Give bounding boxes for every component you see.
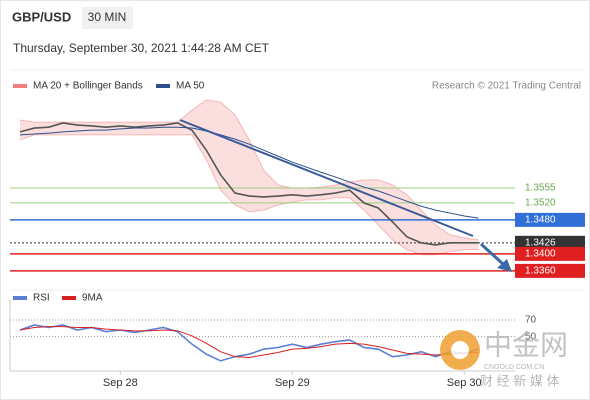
bollinger-fill xyxy=(20,100,479,255)
level-label: 1.3400 xyxy=(525,249,556,260)
y-tick-label: 70 xyxy=(525,315,537,326)
watermark-logo xyxy=(451,341,469,359)
watermark-slogan: 财 经 新 媒 体 xyxy=(480,373,559,388)
trend-line xyxy=(179,119,474,237)
series-line xyxy=(19,122,479,246)
watermark-name: 中金网 xyxy=(484,329,568,360)
forecast-arrow xyxy=(479,242,505,266)
date: Thursday, September 30, 2021 1:44:28 AM … xyxy=(13,41,270,55)
level-label: 1.3520 xyxy=(525,198,556,209)
y-tick-label: 50 xyxy=(525,331,537,342)
legend-swatch xyxy=(13,84,27,88)
series-line xyxy=(19,326,479,359)
x-axis-labels: Sep 28 Sep 29 Sep 30 xyxy=(103,371,482,389)
level-label: 1.3426 xyxy=(525,237,556,248)
watermark: 中金网 CNGOLD.COM.CN 财 经 新 媒 体 xyxy=(440,329,568,388)
legend-swatch xyxy=(13,296,27,300)
series-line xyxy=(19,324,479,362)
symbol: GBP/USD xyxy=(12,9,71,24)
x-tick-label: Sep 28 xyxy=(103,377,138,389)
level-label: 1.3555 xyxy=(525,183,556,194)
bollinger-upper xyxy=(19,99,479,241)
level-label: 1.3360 xyxy=(525,266,556,277)
legend-label: MA 50 xyxy=(176,81,205,92)
legend-swatch xyxy=(62,296,76,300)
level-box xyxy=(515,212,585,227)
level-box xyxy=(515,235,585,250)
timeframe-box[interactable] xyxy=(82,7,133,29)
x-tick-label: Sep 30 xyxy=(447,377,482,389)
bollinger-lower xyxy=(19,134,479,256)
arrow-head xyxy=(497,259,512,272)
legend-label: MA 20 + Bollinger Bands xyxy=(33,81,143,92)
watermark-site: CNGOLD.COM.CN xyxy=(484,364,544,371)
legend-label: RSI xyxy=(33,293,50,304)
x-tick-label: Sep 29 xyxy=(275,377,310,389)
timeframe[interactable]: 30 MIN xyxy=(88,10,127,24)
level-label: 1.3480 xyxy=(525,215,556,226)
legend-label: 9MA xyxy=(82,293,103,304)
level-box xyxy=(515,246,585,261)
level-box xyxy=(515,263,585,278)
series-line xyxy=(19,126,479,219)
legend-swatch xyxy=(156,84,170,88)
source: Research © 2021 Trading Central xyxy=(432,81,581,92)
